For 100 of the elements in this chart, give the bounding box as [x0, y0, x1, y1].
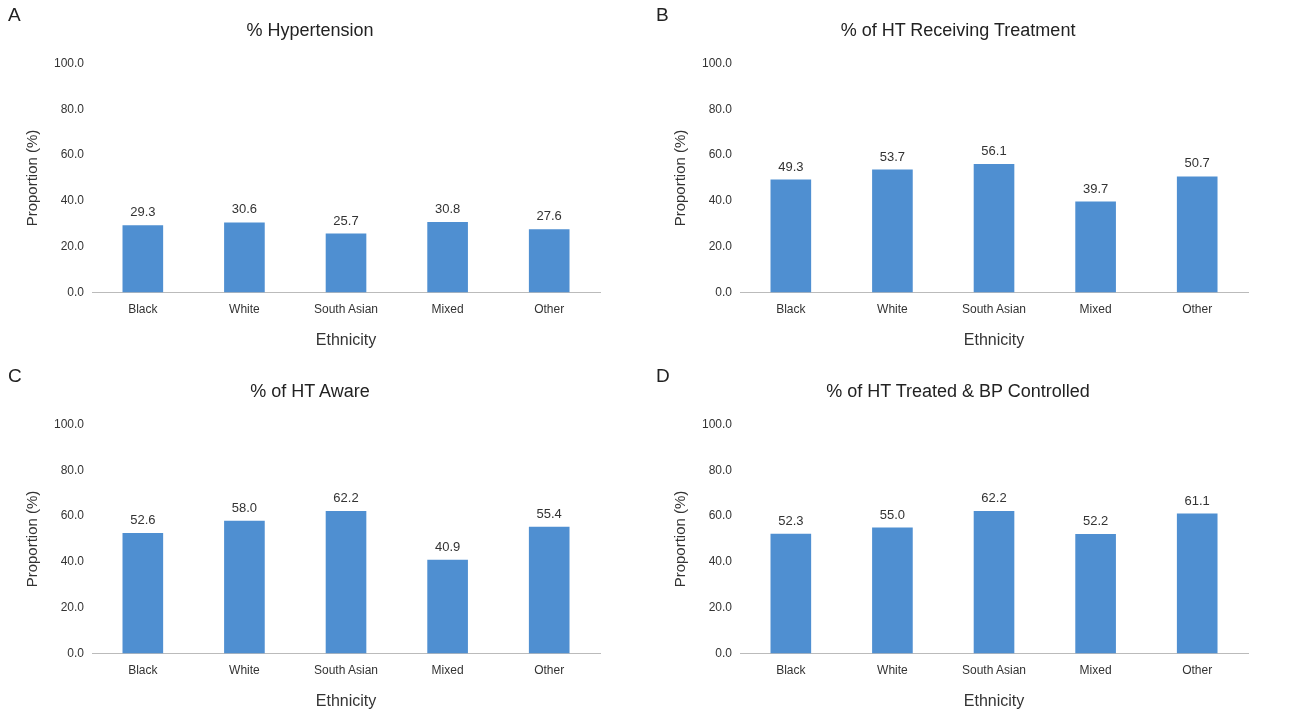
y-tick-label: 0.0 — [67, 645, 85, 660]
data-label: 39.7 — [1082, 180, 1109, 196]
y-tick-label: 60.0 — [60, 147, 85, 162]
x-tick-label: Mixed — [431, 662, 464, 677]
y-tick-label: 20.0 — [60, 599, 85, 614]
y-tick-label: 60.0 — [708, 147, 733, 162]
text: C — [8, 365, 22, 387]
data-label: 50.7 — [1184, 155, 1210, 171]
x-tick-label: Other — [1182, 662, 1213, 677]
x-tick-label: South Asian — [313, 301, 379, 316]
y-tick-label: 100.0 — [54, 55, 85, 70]
y-tick-label: 100.0 — [702, 416, 733, 431]
data-label: 55.4 — [536, 505, 562, 521]
x-tick-label: South Asian — [961, 662, 1027, 677]
y-axis-title: Proportion (%) — [23, 129, 41, 227]
y-tick-label: 80.0 — [708, 462, 733, 477]
chart-title: % Hypertension — [246, 19, 374, 40]
bar — [770, 179, 812, 293]
bar — [427, 221, 468, 293]
bar — [528, 229, 570, 293]
data-label: 53.7 — [879, 148, 906, 164]
data-label: 61.1 — [1184, 492, 1210, 508]
bar — [122, 533, 164, 654]
data-label: 52.3 — [778, 512, 804, 528]
x-axis-title: Ethnicity — [963, 691, 1025, 709]
x-tick-label: Black — [128, 662, 159, 677]
data-label: 49.3 — [778, 158, 804, 174]
x-axis-title: Ethnicity — [315, 691, 377, 709]
bar — [872, 527, 913, 654]
data-label: 58.0 — [231, 499, 258, 515]
bar — [325, 233, 367, 293]
chart-title: % of HT Treated & BP Controlled — [826, 380, 1090, 401]
y-tick-label: 20.0 — [60, 238, 85, 253]
x-tick-label: Other — [534, 662, 565, 677]
bar — [224, 222, 265, 293]
x-tick-label: Black — [776, 301, 807, 316]
x-tick-label: White — [229, 662, 261, 677]
data-label: 30.6 — [231, 201, 258, 217]
bar — [1176, 176, 1218, 293]
x-tick-label: Mixed — [1079, 662, 1112, 677]
x-axis-title: Ethnicity — [963, 330, 1025, 348]
text: D — [656, 365, 670, 387]
bar — [528, 526, 570, 654]
y-tick-label: 60.0 — [60, 508, 85, 523]
data-label: 27.6 — [536, 208, 562, 224]
y-tick-label: 40.0 — [60, 554, 85, 569]
x-tick-label: Other — [534, 301, 565, 316]
bar — [1075, 533, 1116, 654]
y-tick-label: 0.0 — [67, 284, 85, 299]
y-tick-label: 80.0 — [60, 101, 85, 116]
text: A — [8, 4, 21, 26]
data-label: 30.8 — [434, 201, 461, 217]
x-axis-title: Ethnicity — [315, 330, 377, 348]
y-axis-title: Proportion (%) — [23, 490, 41, 588]
y-tick-label: 80.0 — [60, 462, 85, 477]
y-tick-label: 20.0 — [708, 238, 733, 253]
x-tick-label: Other — [1182, 301, 1213, 316]
y-tick-label: 100.0 — [702, 55, 733, 70]
x-tick-label: White — [229, 301, 261, 316]
y-tick-label: 60.0 — [708, 508, 733, 523]
bar — [325, 511, 367, 654]
data-label: 55.0 — [879, 506, 906, 522]
y-tick-label: 20.0 — [708, 599, 733, 614]
y-axis-title: Proportion (%) — [671, 129, 689, 227]
y-axis-title: Proportion (%) — [671, 490, 689, 588]
chart-title: % of HT Receiving Treatment — [840, 19, 1076, 40]
bar — [224, 520, 265, 654]
x-tick-label: Mixed — [431, 301, 464, 316]
y-tick-label: 80.0 — [708, 101, 733, 116]
data-label: 62.2 — [333, 490, 359, 506]
bar — [973, 164, 1015, 293]
x-tick-label: White — [877, 662, 909, 677]
x-tick-label: Black — [776, 662, 807, 677]
text: B — [656, 4, 669, 26]
x-tick-label: South Asian — [961, 301, 1027, 316]
x-tick-label: Black — [128, 301, 159, 316]
data-label: 40.9 — [434, 538, 461, 554]
bar — [973, 511, 1015, 654]
data-label: 25.7 — [333, 212, 359, 228]
bar — [427, 559, 468, 654]
x-tick-label: White — [877, 301, 909, 316]
bar — [1176, 513, 1218, 654]
data-label: 62.2 — [981, 490, 1007, 506]
bar — [872, 169, 913, 293]
y-tick-label: 100.0 — [54, 416, 85, 431]
data-label: 29.3 — [130, 204, 156, 220]
y-tick-label: 40.0 — [708, 554, 733, 569]
x-tick-label: Mixed — [1079, 301, 1112, 316]
bar — [122, 225, 164, 293]
x-tick-label: South Asian — [313, 662, 379, 677]
data-label: 52.2 — [1082, 513, 1109, 529]
y-tick-label: 40.0 — [60, 193, 85, 208]
bar — [1075, 201, 1116, 293]
y-tick-label: 0.0 — [715, 645, 733, 660]
chart-title: % of HT Aware — [250, 380, 370, 401]
bar — [770, 533, 812, 654]
data-label: 56.1 — [981, 143, 1007, 159]
y-tick-label: 0.0 — [715, 284, 733, 299]
data-label: 52.6 — [130, 512, 156, 528]
y-tick-label: 40.0 — [708, 193, 733, 208]
